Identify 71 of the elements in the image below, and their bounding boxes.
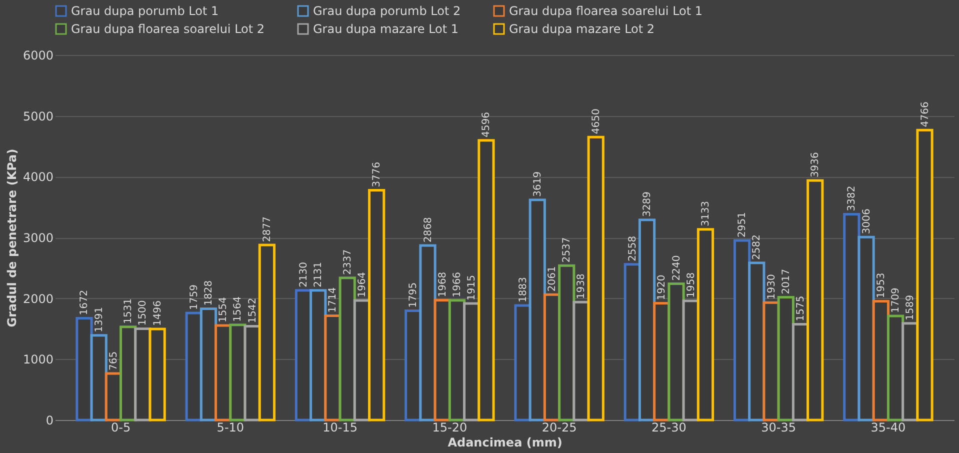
y-axis-title: Gradul de penetrare (KPa) <box>4 148 19 328</box>
x-tick-label: 35-40 <box>870 420 906 434</box>
y-tick-label: 3000 <box>22 231 54 245</box>
x-tick-label: 20-25 <box>542 420 577 434</box>
data-label: 1964 <box>356 272 368 298</box>
x-tick-label: 15-20 <box>432 420 468 434</box>
data-label: 2337 <box>342 249 354 275</box>
x-tick-label: 10-15 <box>322 420 358 434</box>
y-tick-label: 0 <box>46 414 54 428</box>
data-label: 1920 <box>656 274 668 300</box>
data-label: 2017 <box>780 268 792 294</box>
data-label: 2582 <box>752 234 763 260</box>
x-tick-label: 30-35 <box>761 420 796 434</box>
data-label: 1883 <box>518 277 529 302</box>
data-label: 3619 <box>532 171 544 197</box>
data-label: 1554 <box>218 297 230 322</box>
data-label: 1953 <box>876 272 887 298</box>
legend-label: Grau dupa mazare Lot 1 <box>313 22 459 36</box>
data-label: 1575 <box>796 296 807 322</box>
data-label: 3382 <box>846 186 858 212</box>
data-label: 1968 <box>437 272 448 298</box>
data-label: 3289 <box>642 191 654 217</box>
data-label: 1672 <box>79 290 90 316</box>
data-label: 1531 <box>123 298 134 324</box>
data-label: 3776 <box>372 162 383 188</box>
legend-label: Grau dupa porumb Lot 2 <box>313 4 461 18</box>
data-label: 4596 <box>481 112 492 138</box>
data-label: 1958 <box>686 272 697 298</box>
x-tick-label: 5-10 <box>216 420 244 434</box>
legend-label: Grau dupa floarea soarelui Lot 2 <box>71 22 265 36</box>
data-label: 3006 <box>861 208 872 234</box>
y-tick-label: 6000 <box>22 48 54 62</box>
data-label: 2061 <box>547 266 558 292</box>
data-label: 1828 <box>203 280 214 306</box>
data-label: 2868 <box>422 217 434 243</box>
data-label: 1714 <box>328 287 339 313</box>
data-label: 1391 <box>94 306 105 332</box>
data-label: 2558 <box>627 236 638 262</box>
data-label: 2240 <box>671 255 682 281</box>
data-label: 2877 <box>262 216 273 242</box>
data-label: 1930 <box>766 274 778 300</box>
x-axis-title: Adancimea (mm) <box>448 436 562 450</box>
data-label: 1938 <box>576 274 588 300</box>
data-label: 1915 <box>466 275 478 301</box>
data-label: 1542 <box>247 298 258 324</box>
data-label: 1564 <box>232 296 244 322</box>
data-label: 4650 <box>590 108 602 134</box>
x-tick-label: 0-5 <box>110 420 131 434</box>
data-label: 1709 <box>890 288 902 314</box>
data-label: 3133 <box>700 200 712 226</box>
data-label: 1589 <box>905 294 916 320</box>
data-label: 1795 <box>408 282 420 308</box>
legend-label: Grau dupa porumb Lot 1 <box>71 4 219 18</box>
y-tick-label: 5000 <box>22 109 54 124</box>
data-label: 2130 <box>298 262 310 288</box>
data-label: 1966 <box>452 272 463 298</box>
data-label: 1500 <box>138 300 149 326</box>
y-tick-label: 2000 <box>22 292 54 306</box>
data-label: 1759 <box>188 284 200 310</box>
data-label: 2951 <box>737 212 748 238</box>
y-tick-label: 1000 <box>22 352 54 367</box>
x-tick-label: 25-30 <box>652 420 686 434</box>
data-label: 2131 <box>313 262 324 288</box>
data-label: 1496 <box>152 300 164 326</box>
data-label: 4766 <box>920 102 931 128</box>
legend-label: Grau dupa mazare Lot 2 <box>509 22 655 36</box>
legend-label: Grau dupa floarea soarelui Lot 1 <box>509 4 703 18</box>
y-tick-label: 4000 <box>22 170 54 184</box>
data-label: 765 <box>108 351 120 370</box>
data-label: 2537 <box>562 237 573 263</box>
data-label: 3936 <box>810 152 822 178</box>
